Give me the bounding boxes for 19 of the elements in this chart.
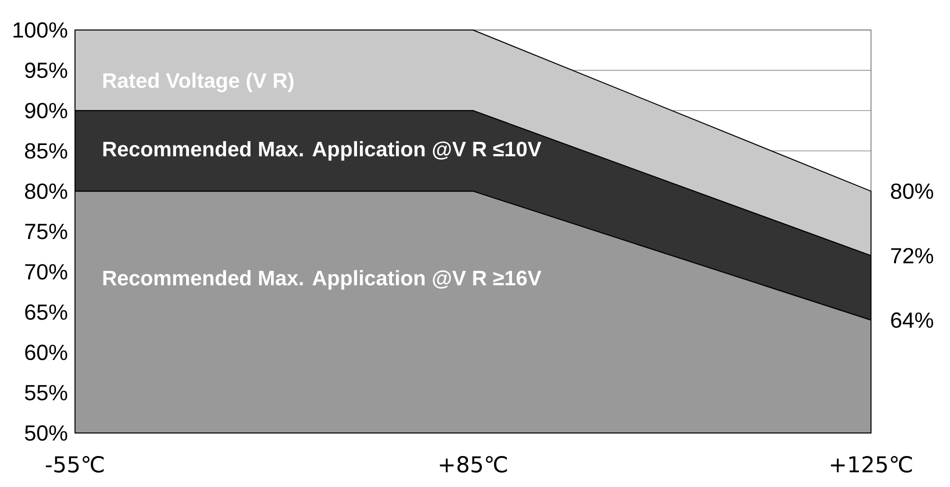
x-tick-label: +125℃ <box>830 456 912 473</box>
data-label: 72% <box>891 248 934 264</box>
y-tick-label: 65% <box>25 304 68 320</box>
y-tick-label: 95% <box>25 62 68 78</box>
y-tick-label: 90% <box>25 102 68 118</box>
y-tick-label: 75% <box>25 224 68 240</box>
series-label: Recommended Max. Application @V R ≤10V <box>103 141 542 161</box>
y-tick-label: 55% <box>24 385 68 400</box>
x-tick-label: +85℃ <box>440 456 507 473</box>
y-tick-label: 70% <box>25 264 68 280</box>
y-tick-label: 80% <box>25 183 68 199</box>
data-label: 80% <box>890 183 934 199</box>
series-label: Recommended Max. Application @V R ≥16V <box>103 270 542 290</box>
y-tick-label: 100% <box>14 22 68 38</box>
y-tick-label: 50% <box>24 425 68 441</box>
data-label: 64% <box>891 312 934 328</box>
x-tick-label: -55℃ <box>46 456 104 473</box>
y-tick-label: 60% <box>25 344 68 360</box>
y-tick-label: 85% <box>25 143 68 159</box>
